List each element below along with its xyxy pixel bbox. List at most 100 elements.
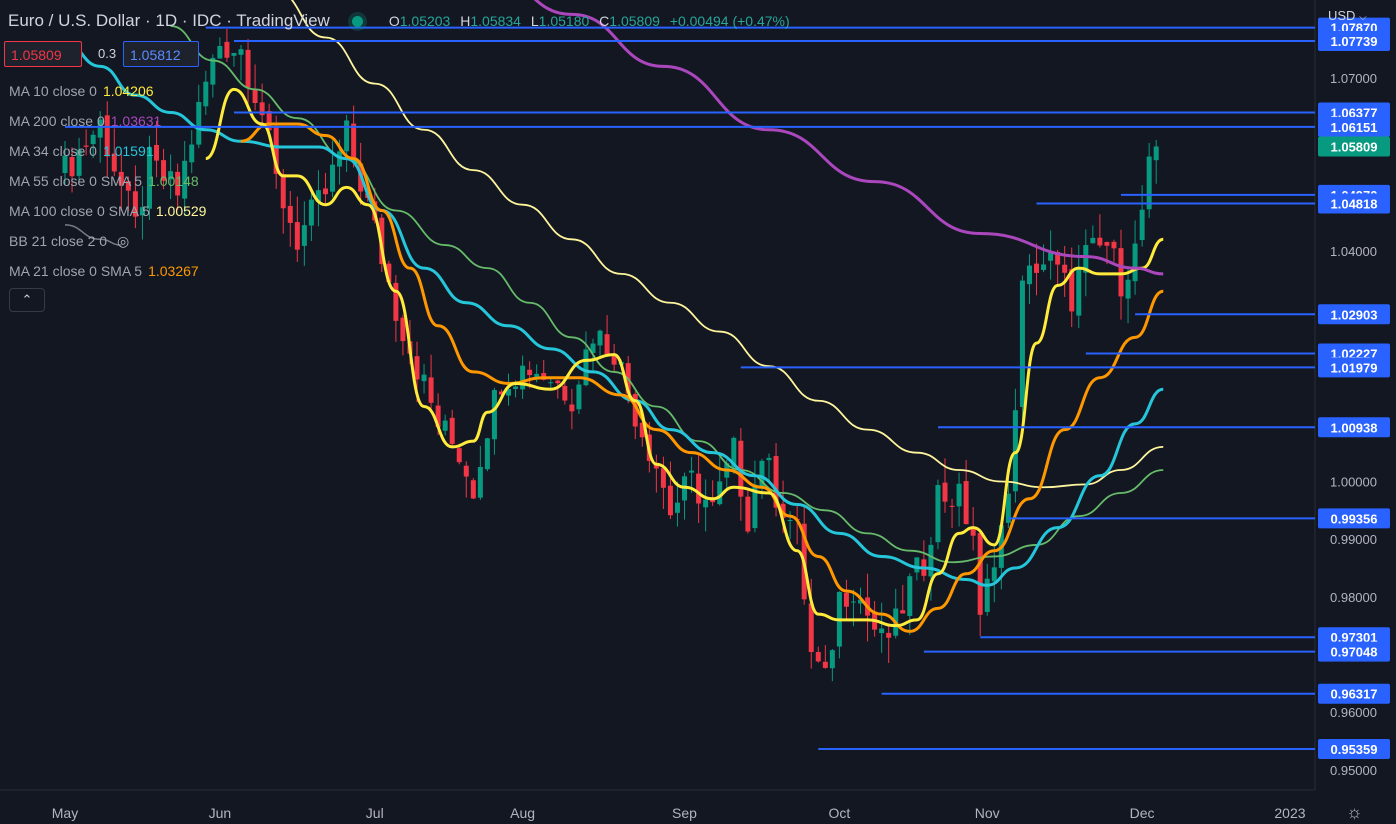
- indicator-legend-item[interactable]: MA 100 close 0 SMA 5 1.00529: [9, 203, 206, 219]
- candle-body[interactable]: [238, 49, 244, 55]
- candle-body[interactable]: [731, 437, 737, 467]
- candle-body[interactable]: [689, 470, 695, 473]
- candle-body[interactable]: [527, 369, 533, 376]
- candle-body[interactable]: [1012, 410, 1018, 492]
- candle-body[interactable]: [245, 49, 251, 88]
- candle-body[interactable]: [977, 533, 983, 615]
- candle-body[interactable]: [252, 90, 258, 103]
- candle-body[interactable]: [1097, 237, 1103, 246]
- candle-body[interactable]: [294, 222, 300, 250]
- candle-body[interactable]: [745, 496, 751, 532]
- candle-body[interactable]: [843, 592, 849, 607]
- candle-body[interactable]: [231, 52, 237, 56]
- candle-body[interactable]: [506, 389, 512, 396]
- candle-body[interactable]: [210, 57, 216, 85]
- candle-body[interactable]: [1104, 242, 1110, 246]
- candle-body[interactable]: [639, 422, 645, 438]
- candle-body[interactable]: [1019, 280, 1025, 408]
- candle-body[interactable]: [717, 481, 723, 505]
- candle-body[interactable]: [189, 144, 195, 163]
- candle-body[interactable]: [583, 349, 589, 386]
- candle-body[interactable]: [182, 160, 188, 199]
- candle-body[interactable]: [456, 448, 462, 463]
- candle-body[interactable]: [118, 171, 124, 185]
- candle-body[interactable]: [773, 455, 779, 508]
- candle-body[interactable]: [266, 111, 272, 131]
- candle-body[interactable]: [1041, 264, 1047, 270]
- candle-body[interactable]: [513, 386, 519, 390]
- candle-body[interactable]: [344, 120, 350, 152]
- candle-body[interactable]: [1048, 252, 1054, 261]
- candle-body[interactable]: [1062, 264, 1068, 273]
- candle-body[interactable]: [442, 420, 448, 431]
- candle-body[interactable]: [1132, 243, 1138, 282]
- candle-body[interactable]: [393, 282, 399, 321]
- candle-body[interactable]: [1090, 237, 1096, 244]
- candle-body[interactable]: [667, 485, 673, 516]
- candle-body[interactable]: [759, 460, 765, 487]
- candle-body[interactable]: [301, 225, 307, 246]
- candle-body[interactable]: [111, 153, 117, 172]
- candle-body[interactable]: [90, 134, 96, 145]
- candle-body[interactable]: [1005, 493, 1011, 523]
- candle-body[interactable]: [1055, 252, 1061, 265]
- candle-body[interactable]: [1069, 269, 1075, 312]
- candle-body[interactable]: [1026, 265, 1032, 285]
- candle-body[interactable]: [604, 334, 610, 355]
- candle-body[interactable]: [1139, 209, 1145, 241]
- candle-body[interactable]: [1034, 263, 1040, 273]
- candle-body[interactable]: [787, 520, 793, 522]
- candle-body[interactable]: [907, 576, 913, 617]
- candle-body[interactable]: [287, 205, 293, 223]
- candle-body[interactable]: [562, 385, 568, 401]
- candle-body[interactable]: [935, 485, 941, 543]
- indicator-legend-item[interactable]: MA 34 close 0 1.01591: [9, 143, 154, 159]
- candle-body[interactable]: [69, 156, 75, 177]
- candle-body[interactable]: [330, 164, 336, 192]
- candle-body[interactable]: [710, 499, 716, 503]
- candle-body[interactable]: [315, 190, 321, 203]
- candle-body[interactable]: [660, 468, 666, 488]
- candle-body[interactable]: [161, 160, 167, 181]
- candle-body[interactable]: [703, 499, 709, 508]
- candle-body[interactable]: [196, 101, 202, 145]
- candle-body[interactable]: [280, 174, 286, 209]
- candle-body[interactable]: [386, 263, 392, 283]
- candle-body[interactable]: [168, 171, 174, 180]
- currency-selector[interactable]: USD ⌵: [1328, 8, 1367, 23]
- sell-button[interactable]: 1.05809: [4, 41, 82, 67]
- candle-body[interactable]: [1153, 146, 1159, 161]
- candle-body[interactable]: [62, 155, 68, 174]
- candle-body[interactable]: [696, 473, 702, 504]
- candle-body[interactable]: [829, 650, 835, 669]
- candle-body[interactable]: [576, 384, 582, 410]
- candle-body[interactable]: [224, 41, 230, 58]
- candle-body[interactable]: [97, 119, 103, 138]
- candle-body[interactable]: [400, 317, 406, 342]
- candle-body[interactable]: [900, 610, 906, 614]
- candle-body[interactable]: [175, 171, 181, 196]
- candle-body[interactable]: [1118, 248, 1124, 297]
- candle-body[interactable]: [822, 661, 828, 668]
- candle-body[interactable]: [491, 390, 497, 440]
- candle-body[interactable]: [970, 527, 976, 536]
- indicator-legend-item[interactable]: MA 21 close 0 SMA 5 1.03267: [9, 263, 199, 279]
- candle-body[interactable]: [477, 466, 483, 498]
- indicator-legend-item[interactable]: MA 10 close 0 1.04206: [9, 83, 154, 99]
- candle-body[interactable]: [850, 601, 856, 603]
- candle-body[interactable]: [414, 356, 420, 380]
- candle-body[interactable]: [858, 599, 864, 604]
- candle-body[interactable]: [463, 465, 469, 477]
- candle-body[interactable]: [1111, 241, 1117, 249]
- candle-body[interactable]: [125, 181, 131, 191]
- candle-body[interactable]: [273, 126, 279, 174]
- candle-body[interactable]: [217, 46, 223, 59]
- candle-body[interactable]: [146, 147, 152, 209]
- candle-body[interactable]: [259, 102, 265, 116]
- candle-body[interactable]: [956, 483, 962, 507]
- candle-body[interactable]: [308, 199, 314, 226]
- candle-body[interactable]: [421, 374, 427, 382]
- candle-body[interactable]: [808, 603, 814, 652]
- indicator-legend-item[interactable]: MA 55 close 0 SMA 5 1.00148: [9, 173, 199, 189]
- candle-body[interactable]: [949, 505, 955, 507]
